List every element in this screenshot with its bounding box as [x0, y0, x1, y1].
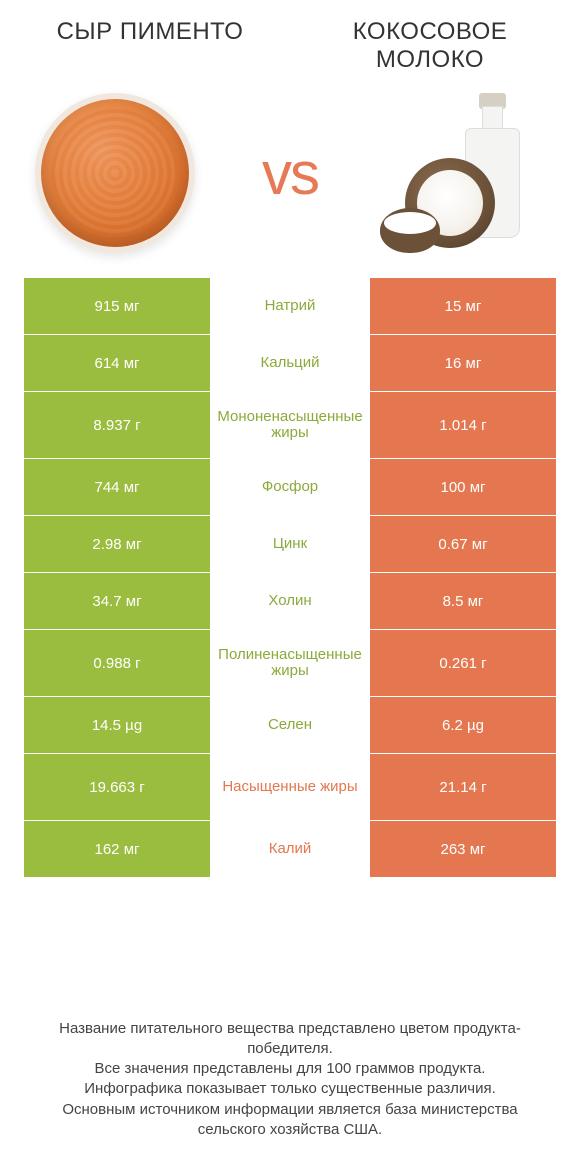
table-row: 744 мгФосфор100 мг	[24, 459, 556, 515]
right-value-cell: 0.67 мг	[370, 516, 556, 572]
right-value-cell: 15 мг	[370, 278, 556, 334]
right-value-cell: 100 мг	[370, 459, 556, 515]
right-value-cell: 16 мг	[370, 335, 556, 391]
right-value-cell: 1.014 г	[370, 392, 556, 458]
table-row: 162 мгКалий263 мг	[24, 821, 556, 877]
table-row: 34.7 мгХолин8.5 мг	[24, 573, 556, 629]
right-value-cell: 8.5 мг	[370, 573, 556, 629]
left-value-cell: 8.937 г	[24, 392, 210, 458]
footer-line: Инфографика показывает только существенн…	[28, 1079, 552, 1099]
right-product-title: КОКОСОВОЕ МОЛОКО	[320, 18, 540, 73]
vs-label: vs	[262, 139, 318, 208]
table-row: 0.988 гПолиненасыщенные жиры0.261 г	[24, 630, 556, 696]
right-product-image	[380, 88, 550, 258]
header: СЫР ПИМЕНТО КОКОСОВОЕ МОЛОКО	[0, 0, 580, 73]
nutrient-label: Цинк	[210, 516, 370, 572]
nutrient-label: Мононенасыщенные жиры	[210, 392, 370, 458]
left-product-title: СЫР ПИМЕНТО	[40, 18, 260, 73]
footer-line: Основным источником информации является …	[28, 1100, 552, 1141]
right-value-cell: 6.2 µg	[370, 697, 556, 753]
nutrient-label: Полиненасыщенные жиры	[210, 630, 370, 696]
vs-row: vs	[0, 73, 580, 278]
table-row: 614 мгКальций16 мг	[24, 335, 556, 391]
nutrient-label: Насыщенные жиры	[210, 754, 370, 820]
right-value-cell: 0.261 г	[370, 630, 556, 696]
footer-notes: Название питательного вещества представл…	[0, 995, 580, 1174]
right-value-cell: 21.14 г	[370, 754, 556, 820]
table-row: 8.937 гМононенасыщенные жиры1.014 г	[24, 392, 556, 458]
left-value-cell: 915 мг	[24, 278, 210, 334]
footer-line: Название питательного вещества представл…	[28, 1019, 552, 1060]
left-value-cell: 614 мг	[24, 335, 210, 391]
left-value-cell: 34.7 мг	[24, 573, 210, 629]
nutrient-label: Натрий	[210, 278, 370, 334]
left-value-cell: 0.988 г	[24, 630, 210, 696]
table-row: 915 мгНатрий15 мг	[24, 278, 556, 334]
coconut-milk-icon	[380, 88, 550, 258]
table-row: 19.663 гНасыщенные жиры21.14 г	[24, 754, 556, 820]
nutrient-label: Холин	[210, 573, 370, 629]
table-row: 2.98 мгЦинк0.67 мг	[24, 516, 556, 572]
nutrient-label: Калий	[210, 821, 370, 877]
right-value-cell: 263 мг	[370, 821, 556, 877]
nutrient-label: Кальций	[210, 335, 370, 391]
nutrient-label: Фосфор	[210, 459, 370, 515]
left-value-cell: 14.5 µg	[24, 697, 210, 753]
pimento-bowl-icon	[35, 93, 195, 253]
left-value-cell: 19.663 г	[24, 754, 210, 820]
table-row: 14.5 µgСелен6.2 µg	[24, 697, 556, 753]
left-value-cell: 744 мг	[24, 459, 210, 515]
footer-line: Все значения представлены для 100 граммо…	[28, 1059, 552, 1079]
left-value-cell: 162 мг	[24, 821, 210, 877]
nutrient-label: Селен	[210, 697, 370, 753]
left-value-cell: 2.98 мг	[24, 516, 210, 572]
nutrient-table: 915 мгНатрий15 мг614 мгКальций16 мг8.937…	[0, 278, 580, 878]
left-product-image	[30, 88, 200, 258]
